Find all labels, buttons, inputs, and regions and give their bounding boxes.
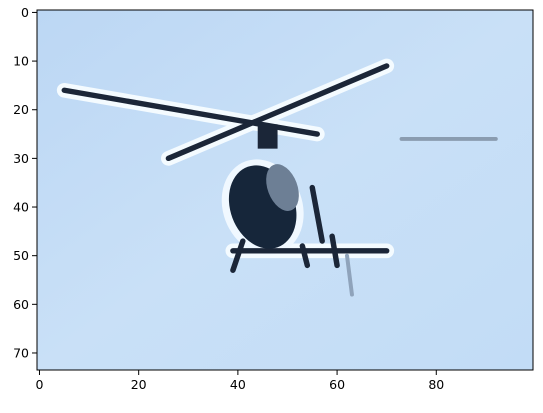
y-tick-label: 30 xyxy=(13,151,29,166)
x-tick-label: 80 xyxy=(428,377,444,392)
y-tick-label: 70 xyxy=(13,345,29,360)
y-tick-label: 60 xyxy=(13,297,29,312)
x-tick-label: 60 xyxy=(329,377,345,392)
y-tick-label: 20 xyxy=(13,102,29,117)
y-tick-label: 10 xyxy=(13,54,29,69)
image xyxy=(37,10,533,370)
y-tick-label: 50 xyxy=(13,248,29,263)
axes-frame xyxy=(36,9,534,371)
x-tick-label: 0 xyxy=(36,377,44,392)
y-tick-label: 0 xyxy=(21,5,29,20)
x-tick-label: 40 xyxy=(230,377,246,392)
y-tick-label: 40 xyxy=(13,200,29,215)
helicopter xyxy=(56,58,498,297)
x-tick-label: 20 xyxy=(131,377,147,392)
